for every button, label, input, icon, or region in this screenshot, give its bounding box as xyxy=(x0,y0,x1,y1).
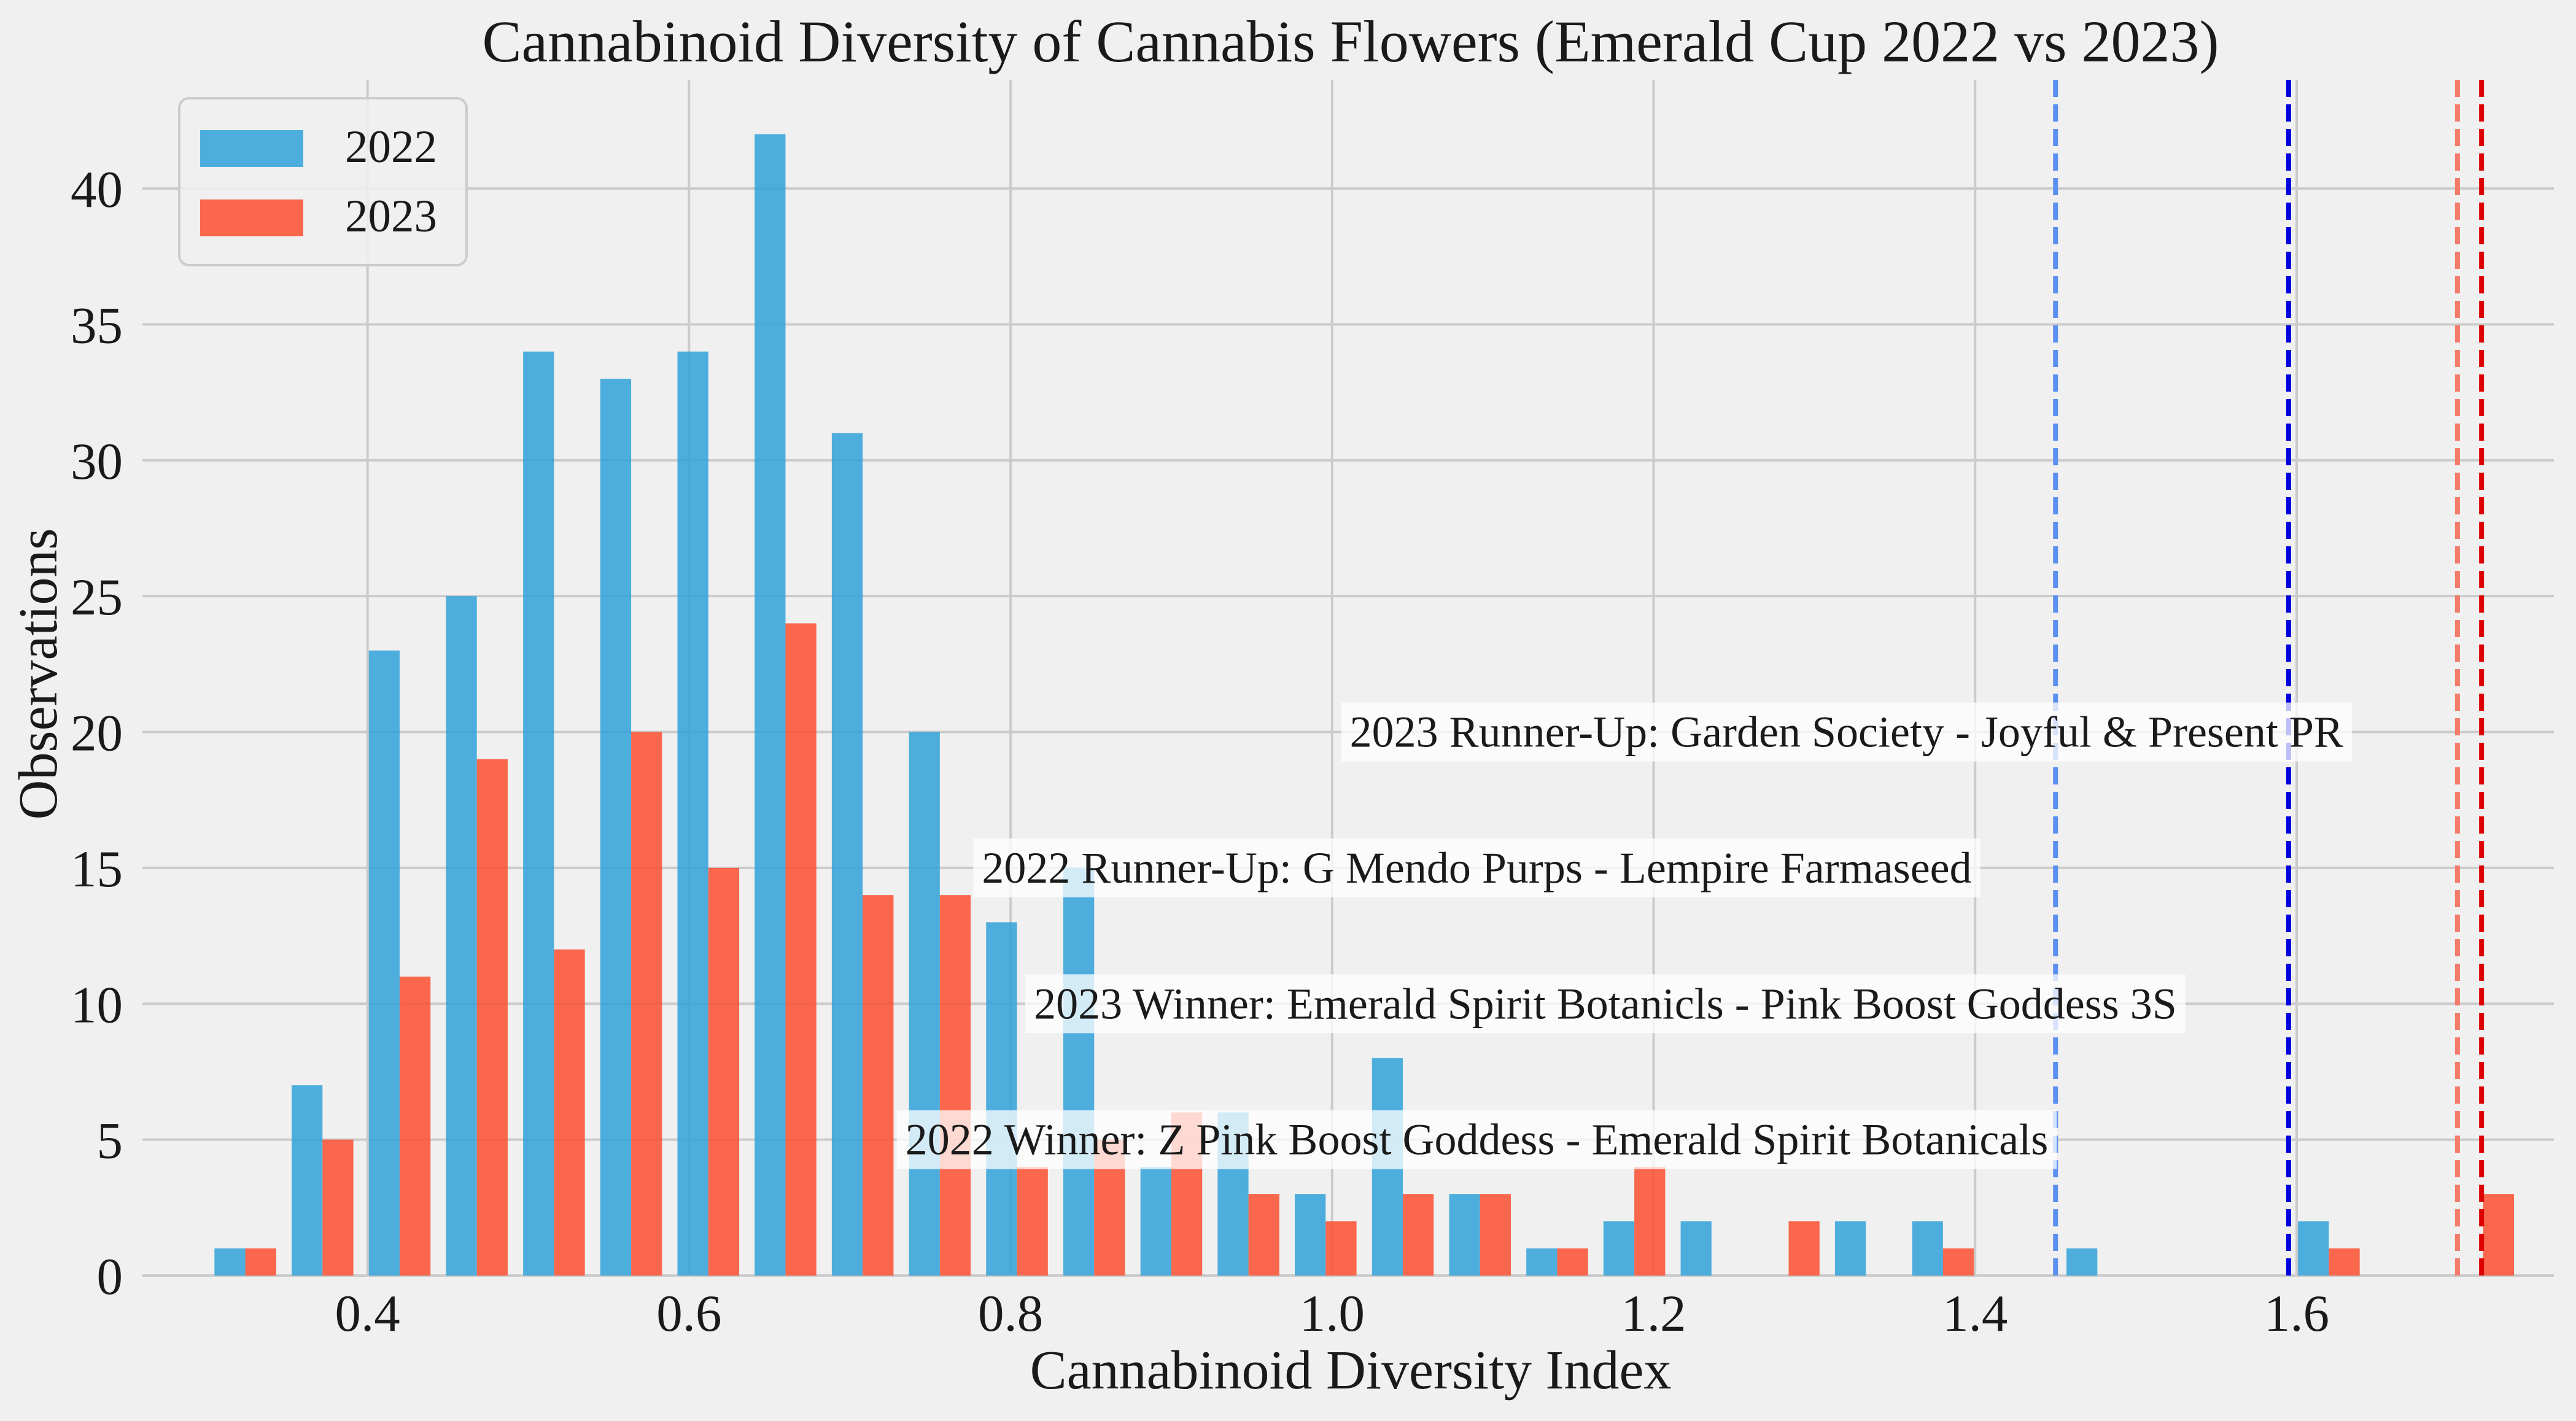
annotation-box xyxy=(896,1110,2057,1169)
annotation-box xyxy=(973,838,1980,897)
bar-2023 xyxy=(1634,1166,1666,1276)
bar-2023 xyxy=(708,867,740,1276)
bar-2023 xyxy=(1942,1248,1974,1276)
bar-2022 xyxy=(831,433,863,1276)
bar-2023 xyxy=(863,895,894,1276)
bar-2023 xyxy=(322,1139,354,1276)
bar-2022 xyxy=(677,351,708,1276)
x-tick-label: 1.6 xyxy=(2264,1285,2329,1342)
bar-2022 xyxy=(986,922,1017,1276)
bar-2022 xyxy=(368,650,400,1276)
bar-2022 xyxy=(909,732,940,1276)
y-tick-label: 30 xyxy=(71,433,123,490)
y-tick-label: 25 xyxy=(71,568,123,626)
bar-2023 xyxy=(2483,1194,2515,1276)
bar-2023 xyxy=(1557,1248,1588,1276)
legend-swatch-2023 xyxy=(200,199,303,236)
bar-2022 xyxy=(600,379,632,1276)
bar-2022 xyxy=(1449,1194,1480,1276)
annotations: 2023 Runner-Up: Garden Society - Joyful … xyxy=(896,702,2352,1169)
bar-2023 xyxy=(1403,1194,1434,1276)
bar-2023 xyxy=(554,949,585,1276)
legend-swatch-2022 xyxy=(200,130,303,167)
bar-2023 xyxy=(2329,1248,2360,1276)
bar-2023 xyxy=(399,977,431,1276)
bar-2023 xyxy=(631,732,662,1276)
bar-2022 xyxy=(2298,1221,2329,1276)
annotation: 2022 Runner-Up: G Mendo Purps - Lempire … xyxy=(973,838,1980,897)
y-tick-label: 15 xyxy=(71,840,123,898)
bar-2022 xyxy=(446,596,477,1276)
bar-2023 xyxy=(1017,1166,1048,1276)
bar-2022 xyxy=(1140,1166,1171,1276)
bar-2023 xyxy=(245,1248,276,1276)
bar-2022 xyxy=(214,1248,246,1276)
y-tick-label: 10 xyxy=(71,976,123,1034)
annotation-text: 2022 Runner-Up: G Mendo Purps - Lempire … xyxy=(982,843,1971,892)
bar-2022 xyxy=(523,351,554,1276)
y-tick-label: 5 xyxy=(97,1112,123,1170)
y-tick-label: 40 xyxy=(71,161,123,219)
bar-2022 xyxy=(1680,1221,1712,1276)
annotation-text: 2022 Winner: Z Pink Boost Goddess - Emer… xyxy=(906,1115,2049,1164)
bar-2022 xyxy=(2066,1248,2098,1276)
bar-2023 xyxy=(1248,1194,1279,1276)
annotation: 2022 Winner: Z Pink Boost Goddess - Emer… xyxy=(896,1110,2057,1169)
bar-2022 xyxy=(1834,1221,1866,1276)
annotation-box xyxy=(1025,974,2186,1034)
annotation-box xyxy=(1341,702,2352,762)
y-tick-label: 35 xyxy=(71,296,123,354)
x-tick-label: 1.0 xyxy=(1300,1285,1365,1342)
x-tick-label: 1.2 xyxy=(1621,1285,1686,1342)
bar-2023 xyxy=(785,623,817,1276)
y-tick-label: 20 xyxy=(71,705,123,762)
bar-2022 xyxy=(1603,1221,1635,1276)
bar-2023 xyxy=(1788,1221,1820,1276)
bar-2022 xyxy=(1295,1194,1326,1276)
bar-2022 xyxy=(755,134,786,1276)
chart-title: Cannabinoid Diversity of Cannabis Flower… xyxy=(483,9,2219,74)
bar-2023 xyxy=(939,895,971,1276)
tick-labels: 0 5 10 15 20 25 30 35 40 0.4 0.6 0.8 1.0 1.2 1.4 1.6 xyxy=(71,161,2329,1342)
annotation: 2023 Runner-Up: Garden Society - Joyful … xyxy=(1341,702,2352,762)
x-tick-label: 0.8 xyxy=(978,1285,1043,1342)
bar-2022 xyxy=(1526,1248,1558,1276)
reference-lines xyxy=(2053,80,2485,1276)
annotation: 2023 Winner: Emerald Spirit Botanicls - … xyxy=(1025,974,2186,1034)
bars xyxy=(214,134,2515,1276)
annotation-text: 2023 Winner: Emerald Spirit Botanicls - … xyxy=(1034,979,2177,1028)
annotation-text: 2023 Runner-Up: Garden Society - Joyful … xyxy=(1350,708,2343,757)
x-tick-label: 0.4 xyxy=(335,1285,400,1342)
bar-2022 xyxy=(292,1085,323,1276)
bar-2022 xyxy=(1063,867,1095,1276)
x-tick-label: 1.4 xyxy=(1942,1285,2008,1342)
x-axis-title: Cannabinoid Diversity Index xyxy=(1030,1340,1672,1401)
bar-2022 xyxy=(1912,1221,1943,1276)
y-axis-title: Observations xyxy=(8,529,69,820)
legend-label-2023: 2023 xyxy=(345,191,437,242)
x-tick-label: 0.6 xyxy=(656,1285,721,1342)
bar-2023 xyxy=(1325,1221,1357,1276)
legend: 2022 2023 xyxy=(178,97,468,266)
y-tick-label: 0 xyxy=(97,1248,123,1306)
legend-label-2022: 2022 xyxy=(345,122,437,172)
bar-2023 xyxy=(476,759,508,1276)
bar-2023 xyxy=(1480,1194,1511,1276)
